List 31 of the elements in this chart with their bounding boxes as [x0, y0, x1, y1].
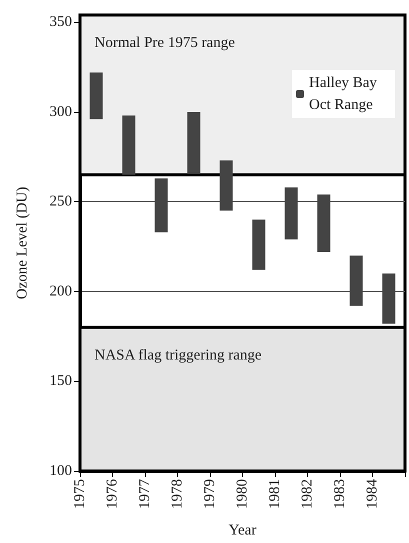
x-tick-label: 1977	[137, 478, 153, 509]
y-tick-label: 350	[50, 14, 72, 30]
bar	[317, 194, 330, 252]
legend-label: Halley Bay Oct Range	[309, 75, 381, 113]
x-tick-label: 1979	[202, 479, 218, 509]
bar	[122, 116, 136, 175]
y-tick-label: 200	[50, 283, 72, 300]
bar	[90, 72, 103, 120]
y-tick-label: 100	[50, 463, 72, 479]
bar	[220, 160, 233, 211]
bar	[382, 274, 396, 324]
x-tick-label: 1980	[234, 479, 250, 509]
x-tick-label: 1978	[170, 479, 186, 509]
bar	[154, 178, 168, 232]
y-tick-label: 300	[50, 104, 72, 120]
y-tick-label: 150	[50, 373, 72, 390]
y-tick-label: 250	[50, 194, 72, 210]
x-tick-label: 1984	[364, 478, 380, 509]
x-tick-label: 1983	[332, 479, 348, 509]
x-axis-title: Year	[228, 522, 256, 538]
band-label: NASA flag triggering range	[94, 347, 262, 364]
y-axis-title: Ozone Level (DU)	[14, 186, 30, 300]
bar	[284, 187, 298, 240]
bar	[252, 220, 266, 270]
x-tick-label: 1976	[104, 478, 120, 509]
bar	[350, 256, 363, 306]
x-tick-label: 1982	[300, 479, 316, 509]
x-tick-label: 1981	[267, 479, 283, 509]
band-label: Normal Pre 1975 range	[94, 35, 236, 51]
bar	[187, 112, 200, 173]
x-tick-label: 1975	[72, 479, 88, 509]
